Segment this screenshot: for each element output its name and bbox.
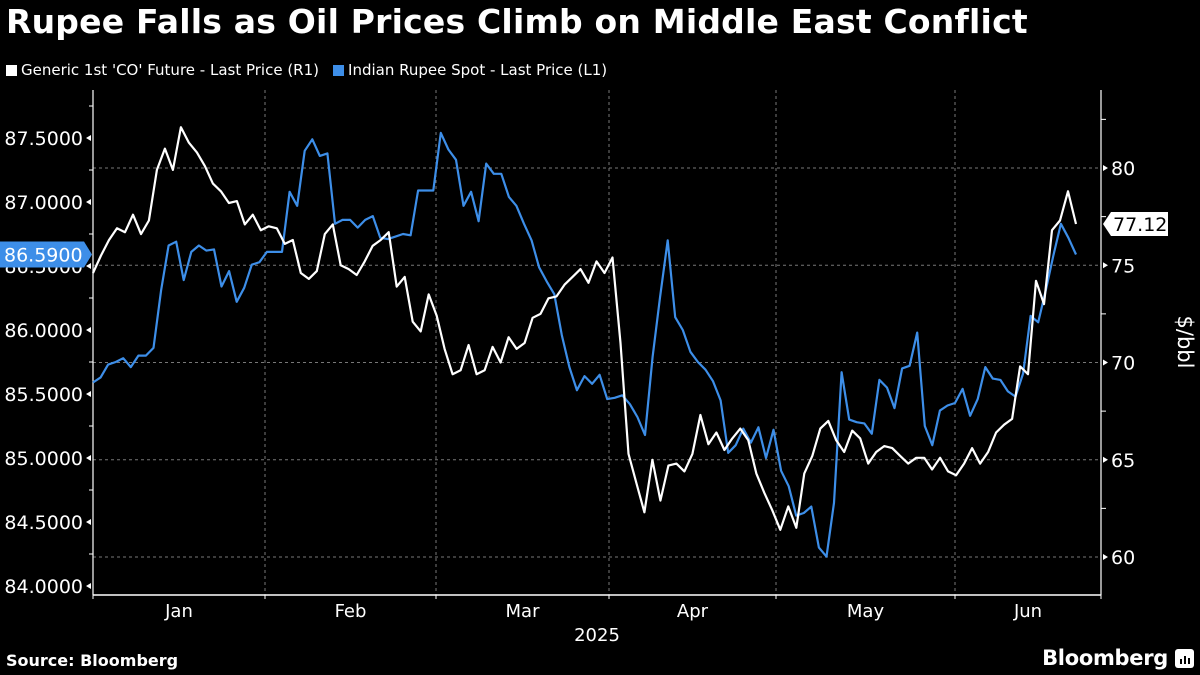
right-tick-label: 60: [1111, 547, 1135, 569]
legend-label-inr: Indian Rupee Spot - Last Price (L1): [348, 61, 608, 79]
x-tick-label: Mar: [506, 601, 541, 622]
legend-swatch-inr: [333, 64, 345, 76]
oil-badge-text: 77.12: [1113, 214, 1167, 236]
left-tick-mark: [86, 391, 91, 397]
legend-item-inr: Indian Rupee Spot - Last Price (L1): [333, 61, 607, 79]
right-tick-label: 80: [1111, 158, 1135, 180]
left-tick-label: 85.0000: [4, 448, 83, 470]
left-tick-mark: [86, 263, 91, 269]
left-tick-mark: [86, 135, 91, 141]
x-tick-label: Feb: [335, 601, 367, 622]
right-tick-mark: [1103, 456, 1108, 463]
left-tick-label: 87.0000: [4, 192, 83, 214]
source-note: Source: Bloomberg: [6, 651, 179, 670]
x-tick-label: Jun: [1013, 601, 1042, 622]
inr-last-value-badge: 86.5900: [0, 241, 92, 268]
left-tick-label: 87.5000: [4, 128, 83, 150]
x-axis-ticks: Jan Feb Mar Apr May Jun: [92, 595, 1102, 622]
oil-series-line: [91, 126, 1078, 531]
x-axis-year-label: 2025: [574, 625, 620, 646]
left-tick-mark: [86, 583, 91, 589]
inr-badge-text: 86.5900: [4, 244, 83, 266]
left-axis-ticks: 87.500087.000086.500086.000085.500085.00…: [4, 105, 93, 598]
inr-series-line: [92, 131, 1078, 558]
left-tick-label: 84.0000: [4, 576, 83, 598]
right-tick-mark: [1103, 554, 1108, 560]
right-axis-title: $/bbl: [1173, 316, 1197, 369]
legend-swatch-oil: [6, 64, 17, 76]
left-tick-mark: [86, 327, 91, 333]
right-axis-ticks: 80 75 70 65 60: [1101, 118, 1135, 569]
legend-label-oil: Generic 1st 'CO' Future - Last Price (R1…: [21, 61, 320, 79]
chart-title: Rupee Falls as Oil Prices Climb on Middl…: [6, 2, 1028, 41]
right-tick-mark: [1103, 262, 1108, 269]
right-tick-mark: [1103, 359, 1108, 366]
left-tick-label: 86.0000: [4, 320, 83, 342]
right-tick-label: 75: [1111, 255, 1135, 277]
left-tick-mark: [86, 199, 91, 205]
bloomberg-logo-text: Bloomberg: [1042, 646, 1168, 670]
legend: Generic 1st 'CO' Future - Last Price (R1…: [6, 61, 607, 79]
oil-last-value-badge: 77.12: [1103, 212, 1168, 237]
gridlines: [93, 90, 1101, 595]
x-tick-label: Jan: [164, 601, 193, 622]
axes: [92, 90, 1102, 596]
left-tick-mark: [86, 519, 91, 525]
oil-badge-shape: [1103, 212, 1168, 237]
x-tick-label: May: [847, 601, 885, 622]
legend-item-oil: Generic 1st 'CO' Future - Last Price (R1…: [6, 61, 319, 79]
left-tick-label: 85.5000: [4, 384, 83, 406]
bloomberg-terminal-icon: [1175, 649, 1194, 668]
right-tick-label: 65: [1111, 450, 1135, 472]
right-tick-mark: [1103, 165, 1108, 171]
left-tick-label: 84.5000: [4, 512, 83, 534]
x-tick-label: Apr: [677, 601, 709, 622]
right-tick-label: 70: [1111, 353, 1135, 375]
left-tick-mark: [86, 455, 91, 461]
inr-badge-shape: [0, 241, 92, 268]
